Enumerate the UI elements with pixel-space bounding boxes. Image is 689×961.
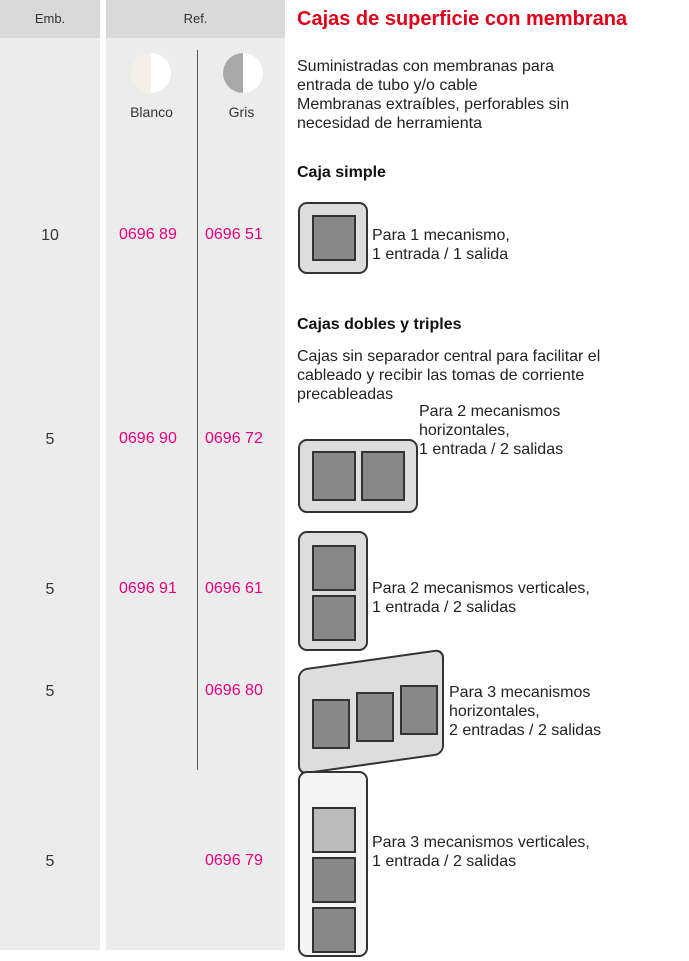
- emb-value: 5: [45, 581, 55, 598]
- text-line: necesidad de herramienta: [297, 115, 483, 132]
- finish-label: Blanco: [130, 104, 173, 120]
- text-line: precableadas: [297, 386, 394, 403]
- text-line: Para 2 mecanismos verticales,: [372, 580, 590, 597]
- title: Cajas de superficie con membrana: [297, 8, 628, 30]
- section-heading: Caja simple: [297, 164, 386, 181]
- text-line: Para 3 mecanismos verticales,: [372, 834, 590, 851]
- text-line: 1 entrada / 2 salidas: [419, 441, 564, 458]
- description: Para 2 mecanismos horizontales, 1 entrada …: [419, 402, 563, 459]
- text-line: Para 2 mecanismos: [419, 403, 561, 420]
- text-line: 1 entrada / 2 salidas: [372, 853, 517, 870]
- ref-gray: 0696 80: [205, 682, 263, 699]
- text-line: Para 1 mecanismo,: [372, 227, 510, 244]
- ref-gray: 0696 79: [205, 852, 263, 869]
- ref-white: 0696 89: [119, 226, 177, 243]
- ref-white: 0696 90: [119, 430, 177, 447]
- finish-label: Gris: [228, 104, 255, 120]
- text-line: horizontales,: [419, 422, 510, 439]
- divider: [197, 50, 198, 770]
- emb-column: [0, 0, 100, 950]
- swatch-white: [131, 53, 171, 93]
- ref-header: Ref.: [106, 0, 285, 38]
- emb-value: 5: [45, 853, 55, 870]
- emb-value: 5: [45, 431, 55, 448]
- ref-white: 0696 91: [119, 580, 177, 597]
- ref-column: [106, 0, 285, 950]
- text-line: Cajas sin separador central para facilit…: [297, 348, 601, 365]
- text-line: Suministradas con membranas para: [297, 58, 555, 75]
- ref-gray: 0696 51: [205, 226, 263, 243]
- section-description: Cajas sin separador central para facilit…: [297, 347, 600, 404]
- text-line: Membranas extraíbles, perforables sin: [297, 96, 570, 113]
- text-line: cableado y recibir las tomas de corrient…: [297, 367, 585, 384]
- emb-header: Emb.: [0, 0, 100, 38]
- intro: Suministradas con membranas para entrada …: [297, 57, 569, 133]
- ref-gray: 0696 72: [205, 430, 263, 447]
- text-line: horizontales,: [449, 703, 540, 720]
- emb-value: 10: [41, 227, 59, 244]
- text-line: Para 3 mecanismos: [449, 684, 591, 701]
- text-line: entrada de tubo y/o cable: [297, 77, 478, 94]
- description: Para 3 mecanismos horizontales, 2 entradas…: [449, 683, 601, 740]
- description: Para 3 mecanismos verticales, 1 entrada /…: [372, 833, 590, 871]
- text-line: 2 entradas / 2 salidas: [449, 722, 602, 739]
- section-heading: Cajas dobles y triples: [297, 316, 462, 333]
- ref-gray: 0696 61: [205, 580, 263, 597]
- text-line: 1 entrada / 1 salida: [372, 246, 509, 263]
- description: Para 1 mecanismo, 1 entrada / 1 salida: [372, 226, 510, 264]
- text-line: 1 entrada / 2 salidas: [372, 599, 517, 616]
- swatch-gray: [223, 53, 263, 93]
- description: Para 2 mecanismos verticales, 1 entrada /…: [372, 579, 590, 617]
- emb-value: 5: [45, 683, 55, 700]
